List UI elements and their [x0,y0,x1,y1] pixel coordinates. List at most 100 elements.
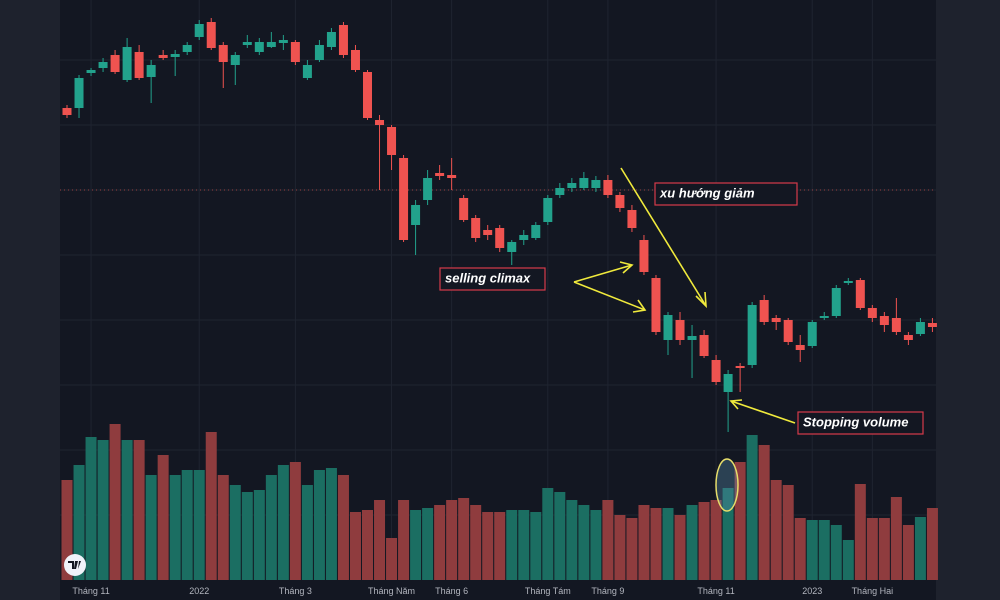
candle-body [591,180,601,188]
volume-bar [169,475,181,580]
candle-body [387,127,397,155]
volume-bar [914,517,926,580]
volume-bar [277,465,289,580]
volume-bar [662,508,674,580]
candle-body [338,25,348,55]
candle-body [290,42,300,62]
candle-body [699,335,709,356]
candle-body [543,198,553,222]
candle-body [615,195,625,208]
candle-body [218,45,228,62]
candle-body [134,52,144,78]
volume-bar [698,502,710,580]
volume-bar [205,432,217,580]
volume-bar [386,538,398,580]
x-tick-label: 2023 [802,586,822,596]
candle-body [795,345,805,350]
volume-bar [349,512,361,580]
candle-body [170,54,180,57]
annotation-box [439,267,546,291]
candle-body [62,108,72,115]
volume-bar [301,485,313,580]
candle-body [230,55,240,65]
candle-body [254,42,264,52]
annotation-box [654,182,798,206]
candle-body [278,40,288,43]
candle-body [459,198,469,220]
candle-body [627,210,637,228]
volume-bar [482,512,494,580]
volume-bar [878,518,890,580]
volume-bar [398,500,410,580]
candle-body [639,240,649,272]
volume-bar [806,520,818,580]
x-tick-label: Tháng 11 [72,586,109,596]
x-tick-label: Tháng Năm [368,586,415,596]
x-tick-label: 2022 [189,586,209,596]
volume-bar [73,465,85,580]
candle-body [735,366,745,368]
candle-body [350,50,360,70]
candle-body [555,188,565,195]
volume-bar [313,470,325,580]
volume-bar [926,508,938,580]
volume-bar [590,510,602,580]
volume-bar [542,488,554,580]
volume-bar [674,515,686,580]
candle-body [747,305,757,365]
volume-bar [85,437,97,580]
volume-bar [337,475,349,580]
volume-highlight [715,458,739,512]
volume-bar [818,520,830,580]
volume-bar [650,508,662,580]
candle-body [879,316,889,325]
volume-bar [638,505,650,580]
volume-bar [602,500,614,580]
candle-body [242,42,252,45]
candle-body [314,45,324,60]
volume-bar [217,475,229,580]
candle-body [375,120,385,125]
candle-body [507,242,517,252]
candle-body [423,178,433,200]
volume-bar [434,505,446,580]
candle-body [86,70,96,73]
volume-bar [578,505,590,580]
annotation: Stopping volume [803,414,908,429]
candle-body [927,323,937,327]
candle-body [807,322,817,346]
volume-bar [566,500,578,580]
candle-body [158,55,168,58]
candles [62,18,937,432]
candle-body [531,225,541,238]
volume-bar [253,490,265,580]
candle-body [783,320,793,342]
volume-bar [842,540,854,580]
candle-body [675,320,685,340]
volume-bar [626,518,638,580]
volume-bar [362,510,373,580]
volume-bar [157,455,169,580]
volume-bar [494,512,506,580]
volume-bar [265,475,277,580]
candle-body [843,281,853,283]
volume-bars [61,424,938,580]
volume-bar [746,435,758,580]
volume-bar [422,508,434,580]
candle-body [519,235,529,240]
volume-bar [614,515,626,580]
volume-bar [830,525,842,580]
candle-body [363,72,372,118]
arrows [573,167,796,424]
volume-bar [554,492,566,580]
candle-body [98,62,108,68]
volume-bar [97,440,109,580]
volume-bar [181,470,193,580]
volume-bar [866,518,878,580]
volume-bar [758,445,770,580]
volume-bar [410,510,422,580]
candle-body [435,173,445,176]
candle-body [651,278,661,332]
candle-body [723,374,733,392]
